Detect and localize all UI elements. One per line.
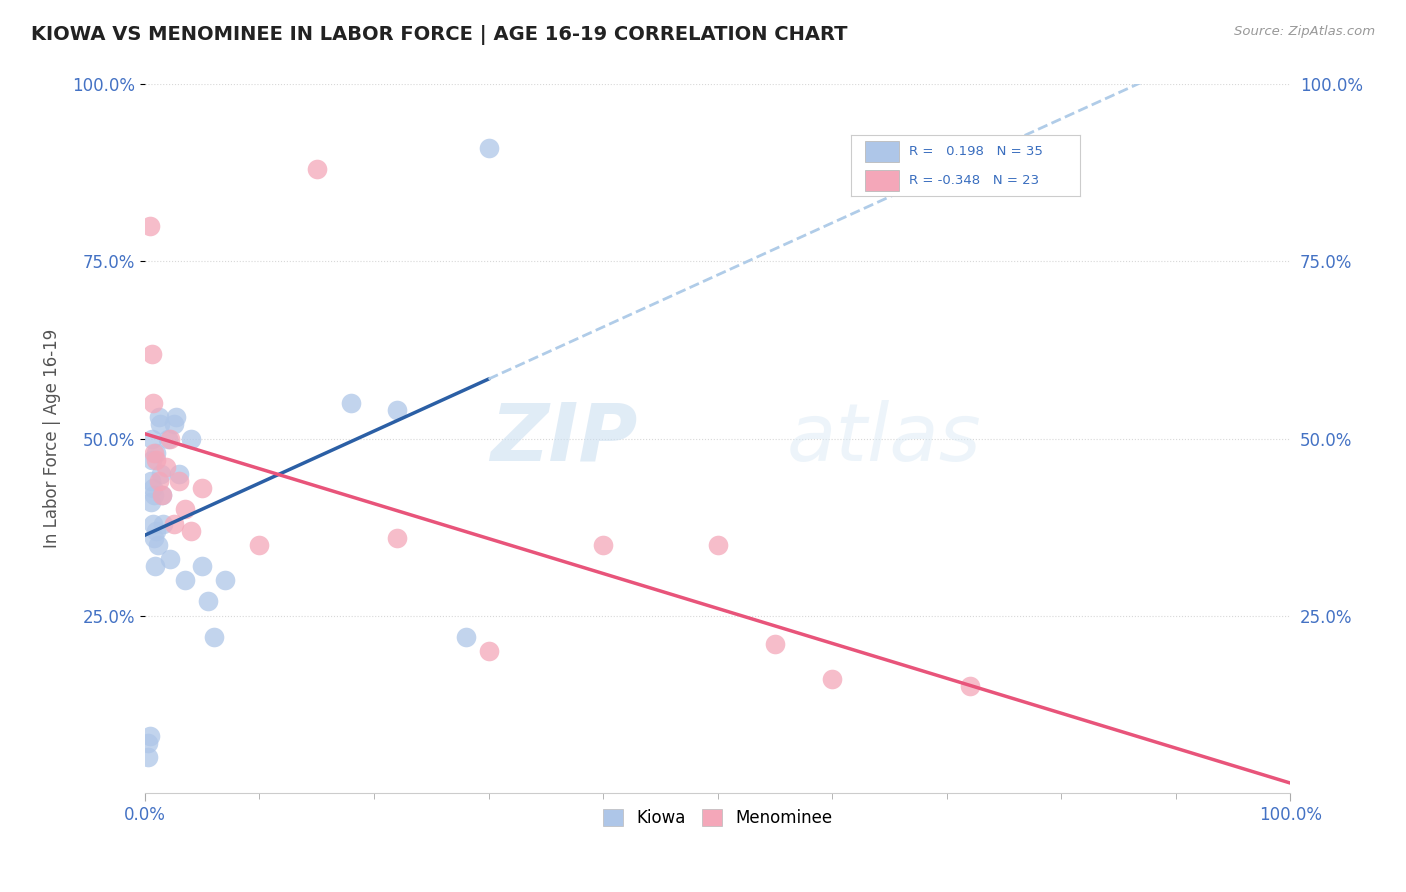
Point <box>139 495 162 509</box>
Point <box>145 452 167 467</box>
Point <box>155 459 177 474</box>
Text: atlas: atlas <box>786 400 981 477</box>
Point <box>821 673 844 687</box>
Point <box>138 219 160 233</box>
Point <box>180 432 202 446</box>
Point <box>141 346 163 360</box>
Point <box>143 446 166 460</box>
Point <box>146 538 169 552</box>
Point <box>141 432 163 446</box>
Point <box>156 432 179 446</box>
Point <box>142 481 165 495</box>
Point <box>143 488 166 502</box>
FancyBboxPatch shape <box>865 141 900 162</box>
Point <box>197 594 219 608</box>
Point <box>706 538 728 552</box>
Point <box>249 538 271 552</box>
Point <box>202 630 225 644</box>
Point <box>149 467 172 481</box>
Text: KIOWA VS MENOMINEE IN LABOR FORCE | AGE 16-19 CORRELATION CHART: KIOWA VS MENOMINEE IN LABOR FORCE | AGE … <box>31 25 848 45</box>
Point <box>340 396 363 410</box>
Point <box>138 736 160 750</box>
Point <box>159 432 181 446</box>
Point <box>145 524 167 538</box>
Y-axis label: In Labor Force | Age 16-19: In Labor Force | Age 16-19 <box>44 329 60 549</box>
Point <box>169 467 191 481</box>
Point <box>141 452 163 467</box>
Text: Source: ZipAtlas.com: Source: ZipAtlas.com <box>1234 25 1375 38</box>
Legend: Kiowa, Menominee: Kiowa, Menominee <box>596 803 839 834</box>
Point <box>150 488 173 502</box>
Point <box>159 552 181 566</box>
Point <box>145 446 167 460</box>
Text: R = -0.348   N = 23: R = -0.348 N = 23 <box>908 174 1039 186</box>
Point <box>477 644 499 658</box>
Point <box>142 396 165 410</box>
Point <box>162 516 184 531</box>
Point <box>191 481 214 495</box>
Point <box>763 637 786 651</box>
Point <box>148 474 170 488</box>
Point <box>150 488 173 502</box>
Point <box>191 559 214 574</box>
Point <box>305 162 328 177</box>
FancyBboxPatch shape <box>865 169 900 192</box>
Point <box>385 403 408 417</box>
Point <box>143 559 166 574</box>
Point <box>139 474 162 488</box>
Point <box>174 573 197 587</box>
Point <box>454 630 477 644</box>
Point <box>592 538 614 552</box>
Point <box>477 141 499 155</box>
Point <box>169 474 191 488</box>
Point <box>143 531 166 545</box>
Point <box>385 531 408 545</box>
Point <box>148 410 170 425</box>
Point <box>162 417 184 432</box>
Point <box>165 410 187 425</box>
Text: ZIP: ZIP <box>491 400 637 477</box>
Point <box>174 502 197 516</box>
Point <box>214 573 236 587</box>
Point <box>959 680 981 694</box>
Point <box>152 516 174 531</box>
Point <box>138 729 160 743</box>
Point <box>180 524 202 538</box>
Point <box>138 750 160 764</box>
Point <box>142 516 165 531</box>
Text: R =   0.198   N = 35: R = 0.198 N = 35 <box>908 145 1042 158</box>
Point <box>149 417 172 432</box>
